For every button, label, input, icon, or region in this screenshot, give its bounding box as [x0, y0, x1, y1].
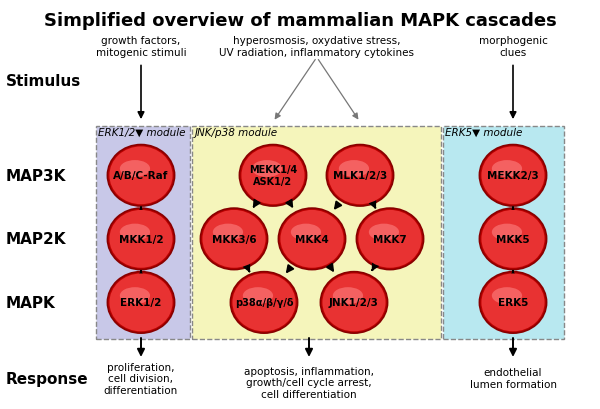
Ellipse shape: [278, 209, 346, 270]
Text: MKK3/6: MKK3/6: [212, 234, 256, 244]
Ellipse shape: [232, 274, 296, 331]
Ellipse shape: [243, 288, 273, 304]
Text: endothelial
lumen formation: endothelial lumen formation: [470, 368, 557, 389]
Ellipse shape: [291, 224, 321, 241]
Text: MAPK: MAPK: [6, 295, 56, 310]
Text: MEKK1/4
ASK1/2: MEKK1/4 ASK1/2: [249, 165, 297, 187]
Ellipse shape: [107, 272, 175, 333]
Ellipse shape: [202, 210, 266, 268]
Text: hyperosmosis, oxydative stress,
UV radiation, inflammatory cytokines: hyperosmosis, oxydative stress, UV radia…: [220, 36, 415, 58]
Ellipse shape: [479, 145, 547, 207]
Ellipse shape: [109, 274, 173, 331]
Ellipse shape: [339, 161, 369, 178]
Ellipse shape: [492, 288, 522, 304]
Text: ERK1/2: ERK1/2: [121, 298, 161, 308]
Ellipse shape: [230, 272, 298, 333]
Text: ERK5: ERK5: [498, 298, 528, 308]
Ellipse shape: [107, 145, 175, 207]
Ellipse shape: [492, 161, 522, 178]
Ellipse shape: [326, 145, 394, 207]
Ellipse shape: [200, 209, 268, 270]
Ellipse shape: [322, 274, 386, 331]
Text: MAP2K: MAP2K: [6, 232, 67, 247]
Ellipse shape: [479, 272, 547, 333]
Ellipse shape: [109, 147, 173, 204]
Bar: [96, 127, 190, 339]
Ellipse shape: [328, 147, 392, 204]
Ellipse shape: [280, 210, 344, 268]
Ellipse shape: [492, 224, 522, 241]
Text: Stimulus: Stimulus: [6, 74, 81, 89]
Ellipse shape: [333, 288, 363, 304]
Text: p38α/β/γ/δ: p38α/β/γ/δ: [235, 298, 293, 308]
Text: MKK1/2: MKK1/2: [119, 234, 163, 244]
Ellipse shape: [107, 209, 175, 270]
Text: MLK1/2/3: MLK1/2/3: [333, 171, 387, 181]
Text: MKK7: MKK7: [373, 234, 407, 244]
Text: MEKK2/3: MEKK2/3: [487, 171, 539, 181]
Text: A/B/C-Raf: A/B/C-Raf: [113, 171, 169, 181]
Ellipse shape: [481, 274, 545, 331]
Ellipse shape: [241, 147, 305, 204]
Text: MKK4: MKK4: [295, 234, 329, 244]
Text: proliferation,
cell division,
differentiation: proliferation, cell division, differenti…: [104, 362, 178, 395]
Text: Simplified overview of mammalian MAPK cascades: Simplified overview of mammalian MAPK ca…: [44, 12, 556, 30]
Ellipse shape: [120, 161, 150, 178]
Text: growth factors,
mitogenic stimuli: growth factors, mitogenic stimuli: [95, 36, 187, 58]
Ellipse shape: [213, 224, 243, 241]
Text: MKK5: MKK5: [496, 234, 530, 244]
Ellipse shape: [252, 161, 282, 178]
Ellipse shape: [481, 210, 545, 268]
Text: JNK/p38 module: JNK/p38 module: [194, 128, 278, 137]
Text: Response: Response: [6, 371, 89, 386]
Text: morphogenic
clues: morphogenic clues: [479, 36, 547, 58]
Text: apoptosis, inflammation,
growth/cell cycle arrest,
cell differentiation: apoptosis, inflammation, growth/cell cyc…: [244, 366, 374, 399]
Text: JNK1/2/3: JNK1/2/3: [329, 298, 379, 308]
Ellipse shape: [481, 147, 545, 204]
Bar: [443, 127, 564, 339]
Text: ERK1/2▼ module: ERK1/2▼ module: [98, 128, 186, 137]
Ellipse shape: [120, 288, 150, 304]
Ellipse shape: [320, 272, 388, 333]
Bar: [192, 127, 441, 339]
Ellipse shape: [358, 210, 422, 268]
Ellipse shape: [356, 209, 424, 270]
Ellipse shape: [109, 210, 173, 268]
Ellipse shape: [120, 224, 150, 241]
Ellipse shape: [479, 209, 547, 270]
Ellipse shape: [239, 145, 307, 207]
Text: ERK5▼ module: ERK5▼ module: [445, 128, 523, 137]
Ellipse shape: [369, 224, 399, 241]
Text: MAP3K: MAP3K: [6, 169, 67, 183]
